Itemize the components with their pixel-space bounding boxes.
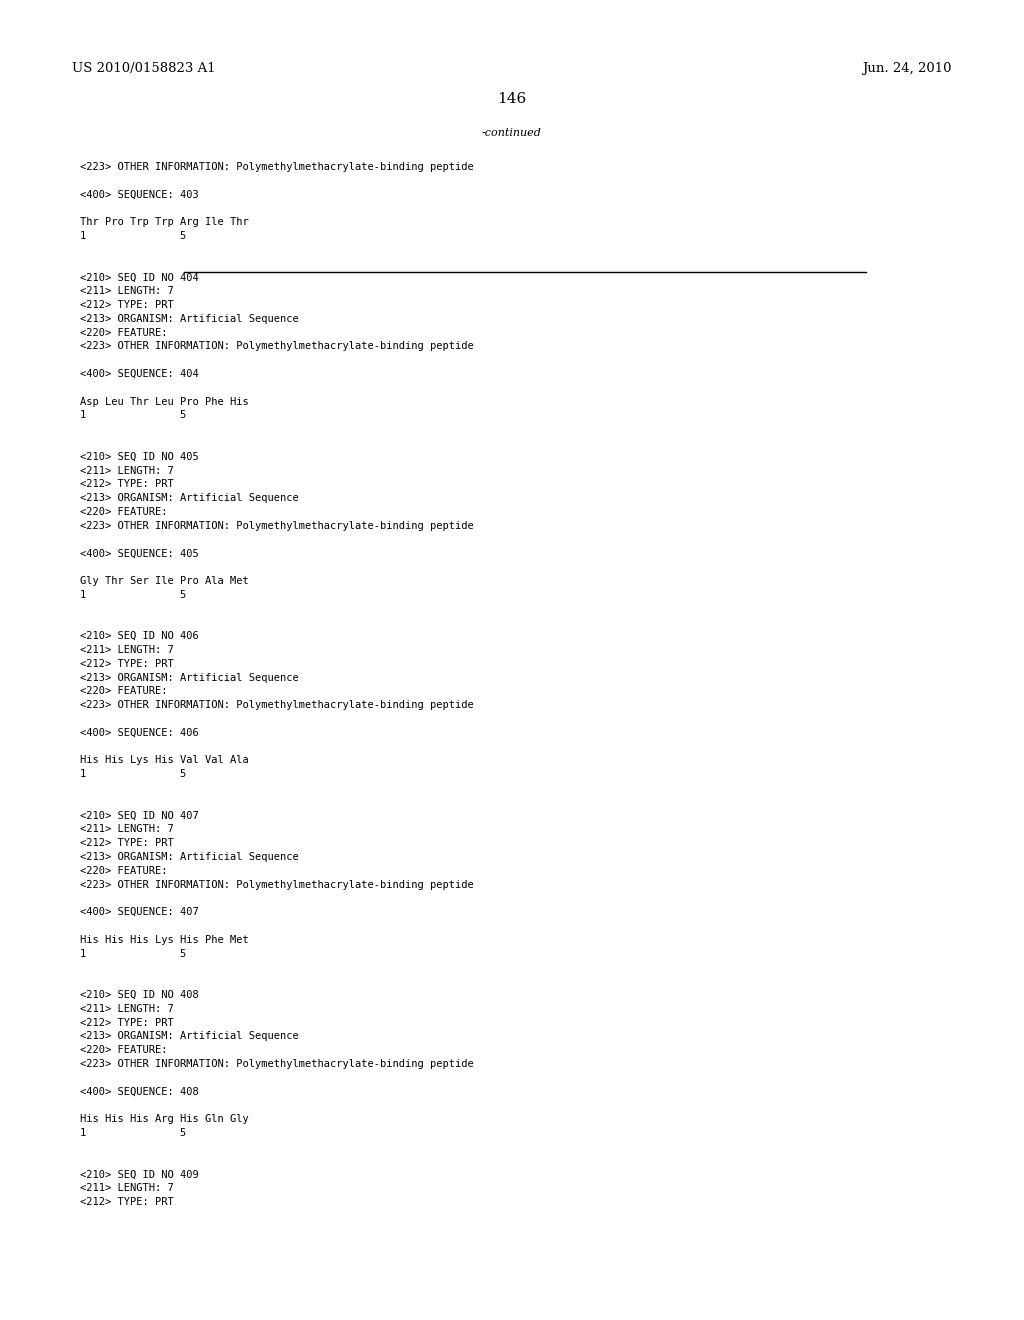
Text: <212> TYPE: PRT: <212> TYPE: PRT [80,479,174,490]
Text: 1               5: 1 5 [80,949,186,958]
Text: <213> ORGANISM: Artificial Sequence: <213> ORGANISM: Artificial Sequence [80,1031,299,1041]
Text: <400> SEQUENCE: 404: <400> SEQUENCE: 404 [80,370,199,379]
Text: <210> SEQ ID NO 404: <210> SEQ ID NO 404 [80,272,199,282]
Text: 1               5: 1 5 [80,411,186,420]
Text: Asp Leu Thr Leu Pro Phe His: Asp Leu Thr Leu Pro Phe His [80,396,249,407]
Text: <400> SEQUENCE: 408: <400> SEQUENCE: 408 [80,1086,199,1097]
Text: <211> LENGTH: 7: <211> LENGTH: 7 [80,1183,174,1193]
Text: 146: 146 [498,92,526,106]
Text: His His Lys His Val Val Ala: His His Lys His Val Val Ala [80,755,249,766]
Text: <211> LENGTH: 7: <211> LENGTH: 7 [80,1003,174,1014]
Text: <212> TYPE: PRT: <212> TYPE: PRT [80,300,174,310]
Text: <212> TYPE: PRT: <212> TYPE: PRT [80,1197,174,1206]
Text: <211> LENGTH: 7: <211> LENGTH: 7 [80,286,174,296]
Text: <223> OTHER INFORMATION: Polymethylmethacrylate-binding peptide: <223> OTHER INFORMATION: Polymethylmetha… [80,342,474,351]
Text: <400> SEQUENCE: 407: <400> SEQUENCE: 407 [80,907,199,917]
Text: Gly Thr Ser Ile Pro Ala Met: Gly Thr Ser Ile Pro Ala Met [80,576,249,586]
Text: <223> OTHER INFORMATION: Polymethylmethacrylate-binding peptide: <223> OTHER INFORMATION: Polymethylmetha… [80,1059,474,1069]
Text: <400> SEQUENCE: 406: <400> SEQUENCE: 406 [80,727,199,738]
Text: <223> OTHER INFORMATION: Polymethylmethacrylate-binding peptide: <223> OTHER INFORMATION: Polymethylmetha… [80,879,474,890]
Text: <210> SEQ ID NO 406: <210> SEQ ID NO 406 [80,631,199,642]
Text: <220> FEATURE:: <220> FEATURE: [80,686,168,697]
Text: <220> FEATURE:: <220> FEATURE: [80,1045,168,1055]
Text: <220> FEATURE:: <220> FEATURE: [80,327,168,338]
Text: <213> ORGANISM: Artificial Sequence: <213> ORGANISM: Artificial Sequence [80,851,299,862]
Text: <210> SEQ ID NO 407: <210> SEQ ID NO 407 [80,810,199,821]
Text: 1               5: 1 5 [80,590,186,599]
Text: <211> LENGTH: 7: <211> LENGTH: 7 [80,645,174,655]
Text: <223> OTHER INFORMATION: Polymethylmethacrylate-binding peptide: <223> OTHER INFORMATION: Polymethylmetha… [80,162,474,172]
Text: Thr Pro Trp Trp Arg Ile Thr: Thr Pro Trp Trp Arg Ile Thr [80,218,249,227]
Text: <212> TYPE: PRT: <212> TYPE: PRT [80,659,174,669]
Text: His His His Lys His Phe Met: His His His Lys His Phe Met [80,935,249,945]
Text: <400> SEQUENCE: 403: <400> SEQUENCE: 403 [80,190,199,199]
Text: <210> SEQ ID NO 409: <210> SEQ ID NO 409 [80,1170,199,1179]
Text: <210> SEQ ID NO 405: <210> SEQ ID NO 405 [80,451,199,462]
Text: <213> ORGANISM: Artificial Sequence: <213> ORGANISM: Artificial Sequence [80,494,299,503]
Text: <220> FEATURE:: <220> FEATURE: [80,507,168,517]
Text: Jun. 24, 2010: Jun. 24, 2010 [862,62,952,75]
Text: -continued: -continued [482,128,542,139]
Text: <400> SEQUENCE: 405: <400> SEQUENCE: 405 [80,548,199,558]
Text: <211> LENGTH: 7: <211> LENGTH: 7 [80,466,174,475]
Text: <213> ORGANISM: Artificial Sequence: <213> ORGANISM: Artificial Sequence [80,314,299,323]
Text: <211> LENGTH: 7: <211> LENGTH: 7 [80,825,174,834]
Text: US 2010/0158823 A1: US 2010/0158823 A1 [72,62,216,75]
Text: 1               5: 1 5 [80,770,186,779]
Text: <212> TYPE: PRT: <212> TYPE: PRT [80,838,174,849]
Text: His His His Arg His Gln Gly: His His His Arg His Gln Gly [80,1114,249,1125]
Text: <223> OTHER INFORMATION: Polymethylmethacrylate-binding peptide: <223> OTHER INFORMATION: Polymethylmetha… [80,700,474,710]
Text: <210> SEQ ID NO 408: <210> SEQ ID NO 408 [80,990,199,1001]
Text: <223> OTHER INFORMATION: Polymethylmethacrylate-binding peptide: <223> OTHER INFORMATION: Polymethylmetha… [80,521,474,531]
Text: 1               5: 1 5 [80,231,186,242]
Text: <220> FEATURE:: <220> FEATURE: [80,866,168,875]
Text: <213> ORGANISM: Artificial Sequence: <213> ORGANISM: Artificial Sequence [80,673,299,682]
Text: <212> TYPE: PRT: <212> TYPE: PRT [80,1018,174,1027]
Text: 1               5: 1 5 [80,1129,186,1138]
